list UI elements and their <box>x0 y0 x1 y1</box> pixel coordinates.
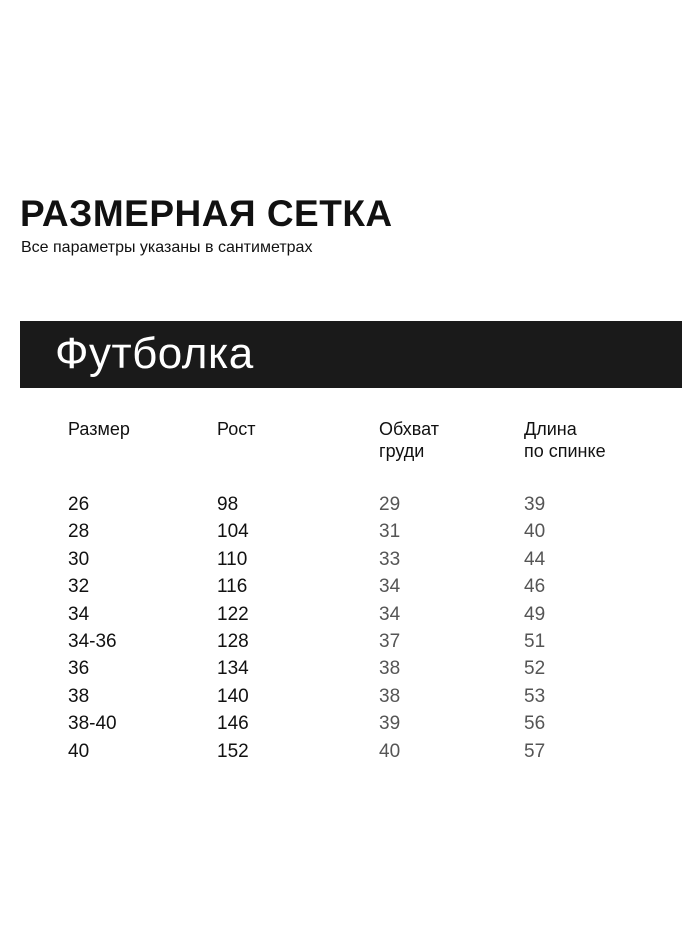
table-row: 28 104 31 40 <box>0 521 700 548</box>
cell-chest: 33 <box>379 548 401 570</box>
cell-size: 36 <box>68 658 90 680</box>
header-chest: Обхват груди <box>379 419 439 461</box>
cell-height: 134 <box>217 658 249 680</box>
cell-back-length: 52 <box>524 658 546 680</box>
cell-chest: 39 <box>379 713 401 735</box>
cell-height: 122 <box>217 603 249 625</box>
cell-back-length: 49 <box>524 603 546 625</box>
cell-size: 40 <box>68 740 90 762</box>
cell-height: 128 <box>217 631 249 652</box>
cell-chest: 40 <box>379 740 401 762</box>
cell-height: 110 <box>217 548 248 570</box>
cell-chest: 34 <box>379 576 401 598</box>
cell-size: 30 <box>68 548 90 570</box>
cell-size: 38 <box>68 685 90 707</box>
cell-height: 152 <box>217 740 249 762</box>
cell-back-length: 39 <box>524 494 546 515</box>
cell-back-length: 56 <box>524 713 546 735</box>
header-back-length: Длина по спинке <box>524 419 606 461</box>
cell-chest: 34 <box>379 603 401 625</box>
cell-size: 38-40 <box>68 713 117 735</box>
cell-chest: 38 <box>379 685 401 707</box>
table-row: 40 152 40 57 <box>0 741 700 768</box>
section-banner: Футболка <box>20 321 682 388</box>
header-size: Размер <box>68 419 130 439</box>
page-title: РАЗМЕРНАЯ СЕТКА <box>20 193 393 234</box>
table-row: 32 116 34 46 <box>0 576 700 603</box>
table-row: 34 122 34 49 <box>0 604 700 631</box>
cell-size: 32 <box>68 576 90 598</box>
section-title: Футболка <box>55 329 254 378</box>
cell-chest: 29 <box>379 494 401 515</box>
cell-size: 34-36 <box>68 631 117 652</box>
cell-back-length: 51 <box>524 631 546 652</box>
cell-size: 28 <box>68 521 90 543</box>
cell-back-length: 44 <box>524 548 546 570</box>
cell-chest: 31 <box>379 521 401 543</box>
cell-height: 104 <box>217 521 249 543</box>
cell-chest: 37 <box>379 631 401 652</box>
page-subtitle: Все параметры указаны в сантиметрах <box>21 239 313 256</box>
cell-size: 26 <box>68 494 90 515</box>
cell-height: 140 <box>217 685 249 707</box>
table-row: 26 98 29 39 <box>0 494 700 521</box>
table-row: 38 140 38 53 <box>0 686 700 713</box>
cell-chest: 38 <box>379 658 401 680</box>
cell-height: 146 <box>217 713 249 735</box>
cell-back-length: 53 <box>524 685 546 707</box>
header-height: Рост <box>217 419 256 439</box>
table-row: 36 134 38 52 <box>0 658 700 685</box>
cell-size: 34 <box>68 603 90 625</box>
table-row: 30 110 33 44 <box>0 549 700 576</box>
cell-back-length: 46 <box>524 576 546 598</box>
cell-height: 116 <box>217 576 248 598</box>
table-row: 34-36 128 37 51 <box>0 631 700 658</box>
cell-height: 98 <box>217 494 239 515</box>
cell-back-length: 40 <box>524 521 546 543</box>
table-row: 38-40 146 39 56 <box>0 713 700 740</box>
cell-back-length: 57 <box>524 740 546 762</box>
